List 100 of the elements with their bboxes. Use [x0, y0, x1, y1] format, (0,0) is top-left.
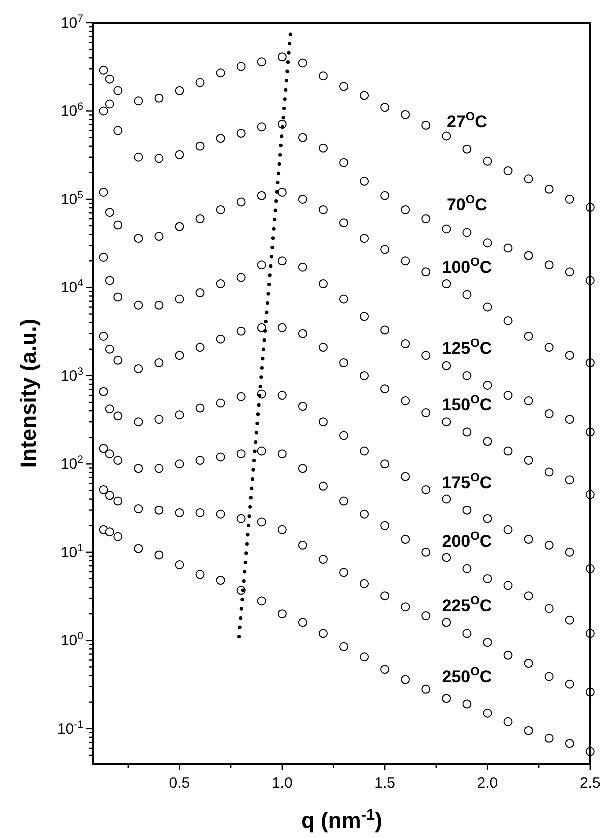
point: [216, 280, 226, 289]
point: [298, 618, 308, 628]
series-label: 225$^{O}$C: [442, 594, 492, 616]
point: [422, 351, 431, 360]
point: [483, 638, 492, 648]
point: [340, 568, 349, 578]
point: [196, 404, 205, 413]
y-tick-label: 10$^{1}$: [60, 542, 84, 562]
point: [99, 188, 108, 197]
point: [442, 418, 452, 427]
point: [105, 404, 114, 414]
point: [318, 418, 328, 427]
point: [360, 579, 370, 588]
point: [483, 238, 492, 248]
y-tick-label: 10$^{7}$: [60, 13, 84, 32]
point: [401, 340, 410, 349]
point: [196, 508, 205, 518]
point: [216, 334, 226, 344]
point: [216, 68, 226, 78]
point: [524, 592, 534, 601]
point: [257, 518, 266, 527]
y-tick-label: 10$^{0}$: [60, 630, 84, 650]
point: [360, 312, 370, 322]
point: [236, 62, 246, 72]
point: [236, 128, 246, 138]
point: [565, 616, 574, 625]
point: [442, 694, 452, 704]
point: [360, 510, 370, 519]
y-tick-label: 10$^{2}$: [60, 454, 84, 474]
point: [278, 188, 287, 197]
point: [134, 234, 144, 244]
point: [504, 166, 513, 176]
point: [442, 224, 452, 234]
point: [504, 717, 513, 726]
point: [114, 356, 123, 365]
point: [257, 260, 266, 270]
point: [318, 482, 328, 491]
point: [134, 464, 144, 474]
point: [422, 548, 431, 557]
point: [114, 412, 123, 421]
x-tick-label: 1.0: [272, 775, 293, 792]
point: [318, 629, 328, 638]
point: [216, 510, 226, 519]
point: [196, 570, 205, 580]
x-tick-label: 1.5: [374, 775, 396, 792]
point: [462, 371, 472, 380]
point: [380, 665, 390, 674]
point: [175, 508, 184, 518]
point: [175, 222, 184, 232]
point: [134, 300, 144, 310]
point: [99, 106, 108, 116]
point: [565, 680, 574, 689]
point: [462, 428, 472, 437]
point: [257, 58, 266, 67]
y-axis-title: Intensity (a.u.): [16, 318, 41, 468]
point: [175, 86, 184, 96]
point: [154, 506, 164, 515]
point: [462, 144, 472, 154]
point: [401, 535, 410, 544]
point: [134, 504, 144, 514]
point: [401, 675, 410, 684]
point: [360, 91, 370, 100]
point: [99, 66, 108, 75]
point: [360, 652, 370, 662]
point: [544, 468, 554, 477]
point: [380, 326, 390, 335]
point: [318, 72, 328, 81]
point: [340, 82, 349, 92]
point: [134, 364, 144, 374]
point: [340, 358, 349, 368]
point: [278, 450, 287, 459]
point: [565, 415, 574, 424]
point: [99, 252, 108, 262]
point: [401, 256, 410, 266]
point: [524, 659, 534, 668]
point: [504, 650, 513, 660]
point: [401, 205, 410, 214]
point: [380, 460, 390, 469]
series-label: 100$^{O}$C: [442, 254, 492, 277]
point: [105, 491, 114, 500]
point: [196, 78, 205, 88]
point: [340, 294, 349, 304]
point: [154, 358, 164, 368]
point: [236, 450, 246, 459]
point: [483, 437, 492, 446]
point: [483, 302, 492, 312]
point: [442, 494, 452, 504]
point: [380, 521, 390, 530]
point: [483, 514, 492, 524]
y-tick-label: 10$^{-1}$: [57, 718, 84, 738]
point: [99, 387, 108, 396]
y-tick-label: 10$^{3}$: [60, 366, 84, 385]
point: [380, 245, 390, 254]
point: [216, 398, 226, 408]
point: [175, 351, 184, 360]
point: [401, 472, 410, 482]
point: [565, 476, 574, 485]
y-tick-label: 10$^{4}$: [60, 278, 84, 297]
point: [483, 156, 492, 166]
point: [298, 402, 308, 412]
